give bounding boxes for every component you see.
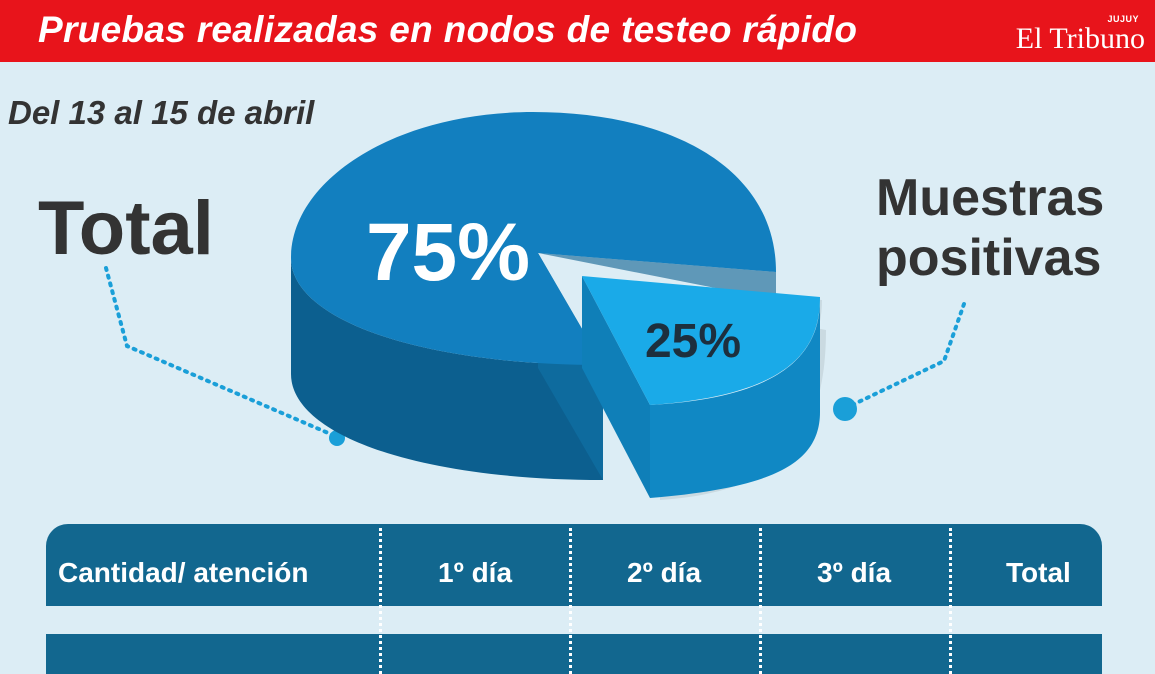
table-header-dia2: 2º día: [627, 557, 702, 588]
pie-slice-positive: [582, 276, 826, 500]
legend-label-positive: Muestras positivas: [876, 168, 1146, 288]
table-header-row: Cantidad/ atención 1º día 2º día 3º día …: [46, 524, 1102, 606]
slice-total-top: [291, 112, 776, 365]
leader-line-total: [104, 266, 337, 438]
table-header-total: Total: [1006, 557, 1071, 588]
table-header-cantidad: Cantidad/ atención: [58, 557, 309, 588]
leader-dot-positive: [833, 397, 857, 421]
pie-chart: 75% 25%: [104, 112, 966, 500]
table-header-dia3: 3º día: [817, 557, 892, 588]
table-header-dia1: 1º día: [438, 557, 513, 588]
legend-label-positive-line2: positivas: [876, 229, 1102, 287]
legend-label-positive-line1: Muestras: [876, 169, 1105, 227]
page-title: Pruebas realizadas en nodos de testeo rá…: [38, 9, 858, 50]
pie-slice-total: [291, 112, 776, 480]
slice-positive-inner-face: [582, 276, 650, 498]
brand-name: El Tribuno: [1015, 22, 1145, 55]
column-divider: [569, 528, 572, 674]
column-divider: [379, 528, 382, 674]
slice-positive-label: 25%: [645, 315, 741, 368]
slice-positive-side: [650, 300, 820, 498]
brand-region: JUJUY: [1107, 14, 1139, 24]
slice-positive-top: [582, 276, 820, 405]
column-divider: [759, 528, 762, 674]
header-banner: Pruebas realizadas en nodos de testeo rá…: [0, 0, 1155, 62]
table-row: [46, 634, 1102, 674]
leader-line-positive: [844, 302, 966, 410]
column-divider: [949, 528, 952, 674]
legend-label-total: Total: [38, 186, 214, 271]
slice-total-side: [291, 258, 603, 480]
brand-logo: JUJUY El Tribuno: [987, 14, 1149, 56]
date-range-subtitle: Del 13 al 15 de abril: [8, 94, 315, 131]
slice-total-label: 75%: [366, 207, 530, 298]
